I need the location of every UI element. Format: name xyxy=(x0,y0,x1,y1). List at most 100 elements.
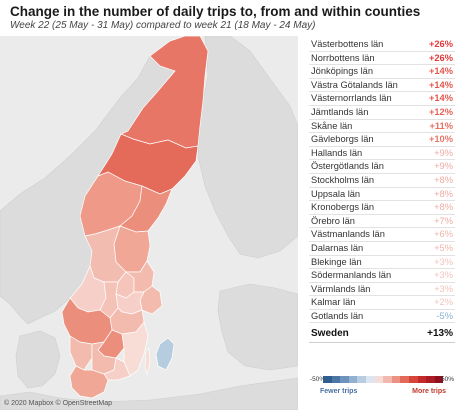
total-value: +13% xyxy=(427,328,453,340)
county-row[interactable]: Kalmar län +2% xyxy=(309,296,455,310)
county-name: Norrbottens län xyxy=(311,52,375,63)
legend-swatch xyxy=(391,376,401,383)
county-change-value: -5% xyxy=(436,310,453,321)
total-row: Sweden +13% xyxy=(309,324,455,344)
county-row[interactable]: Södermanlands län +3% xyxy=(309,269,455,283)
county-name: Uppsala län xyxy=(311,188,361,199)
county-name: Kalmar län xyxy=(311,297,356,308)
county-row[interactable]: Värmlands län +3% xyxy=(309,283,455,297)
legend-swatch xyxy=(357,376,366,383)
legend-min-label: -50% xyxy=(310,376,326,383)
county-change-value: +3% xyxy=(434,283,453,294)
county-row[interactable]: Gotlands län -5% xyxy=(309,310,455,324)
legend-color-scale xyxy=(323,376,444,383)
county-name: Dalarnas län xyxy=(311,242,364,253)
legend-swatch xyxy=(365,376,375,383)
county-name: Gävleborgs län xyxy=(311,134,374,145)
land-denmark xyxy=(15,330,61,389)
color-legend: -50% 50% Fewer trips More trips xyxy=(310,376,456,396)
county-name: Västernorrlands län xyxy=(311,93,392,104)
county-row[interactable]: Jämtlands län +12% xyxy=(309,106,455,120)
land-continent xyxy=(0,377,298,410)
page-title: Change in the number of daily trips to, … xyxy=(10,4,421,19)
county-row[interactable]: Västmanlands län +6% xyxy=(309,228,455,242)
county-row[interactable]: Kronobergs län +8% xyxy=(309,201,455,215)
county-name: Västerbottens län xyxy=(311,39,384,49)
legend-max-label: 50% xyxy=(440,376,454,383)
county-change-value: +11% xyxy=(429,120,453,131)
legend-swatch xyxy=(331,376,341,383)
county-name: Västra Götalands län xyxy=(311,79,398,90)
county-name: Kronobergs län xyxy=(311,202,375,213)
page-subtitle: Week 22 (25 May - 31 May) compared to we… xyxy=(10,20,316,31)
county-change-value: +26% xyxy=(428,39,453,49)
county-row[interactable]: Hallands län +9% xyxy=(309,147,455,161)
county-row[interactable]: Stockholms län +8% xyxy=(309,174,455,188)
county-row[interactable]: Dalarnas län +5% xyxy=(309,242,455,256)
sweden-map[interactable] xyxy=(0,36,298,410)
county-change-value: +8% xyxy=(434,188,453,199)
legend-swatch xyxy=(408,376,418,383)
county-name: Hallands län xyxy=(311,147,363,158)
county-change-value: +3% xyxy=(434,270,453,281)
county-name: Stockholms län xyxy=(311,174,375,185)
county-change-value: +26% xyxy=(428,52,453,63)
legend-more-label: More trips xyxy=(412,388,446,395)
county-name: Blekinge län xyxy=(311,256,362,267)
county-row[interactable]: Jönköpings län +14% xyxy=(309,65,455,79)
county-change-value: +8% xyxy=(434,202,453,213)
county-change-value: +3% xyxy=(434,256,453,267)
legend-swatch xyxy=(417,376,427,383)
county-row[interactable]: Blekinge län +3% xyxy=(309,256,455,270)
county-row[interactable]: Skåne län +11% xyxy=(309,120,455,134)
total-name: Sweden xyxy=(311,328,349,340)
legend-swatch xyxy=(340,376,349,383)
legend-swatch xyxy=(348,376,358,383)
county-name: Södermanlands län xyxy=(311,270,392,281)
map-credit: © 2020 Mapbox © OpenStreetMap xyxy=(4,400,112,407)
county-row[interactable]: Norrbottens län +26% xyxy=(309,52,455,66)
county-name: Östergötlands län xyxy=(311,161,384,172)
county-name: Örebro län xyxy=(311,215,355,226)
map-panel[interactable]: © 2020 Mapbox © OpenStreetMap xyxy=(0,36,298,410)
region-hallands-lan[interactable] xyxy=(69,335,93,371)
legend-swatch xyxy=(426,376,435,383)
legend-swatch xyxy=(323,376,332,383)
region-blekinge-lan[interactable] xyxy=(103,357,131,381)
county-change-value: +10% xyxy=(428,134,453,145)
region-skane-lan[interactable] xyxy=(69,365,109,399)
county-change-value: +9% xyxy=(434,147,453,158)
county-change-value: +14% xyxy=(428,93,453,104)
county-name: Värmlands län xyxy=(311,283,371,294)
county-change-value: +7% xyxy=(434,215,453,226)
county-change-value: +12% xyxy=(428,106,453,117)
island-oland xyxy=(144,347,151,376)
county-change-value: +14% xyxy=(428,66,453,77)
county-row[interactable]: Gävleborgs län +10% xyxy=(309,133,455,147)
county-list: Västerbottens län +26% Norrbottens län +26%… xyxy=(309,38,455,344)
county-change-value: +8% xyxy=(434,174,453,185)
legend-swatch xyxy=(374,376,384,383)
land-baltics xyxy=(217,283,298,371)
county-change-value: +5% xyxy=(434,242,453,253)
legend-swatch xyxy=(434,376,444,383)
county-row[interactable]: Västernorrlands län +14% xyxy=(309,92,455,106)
county-row[interactable]: Örebro län +7% xyxy=(309,215,455,229)
county-change-value: +14% xyxy=(428,79,453,90)
county-name: Skåne län xyxy=(311,120,353,131)
county-change-value: +9% xyxy=(434,161,453,172)
region-gotlands-lan[interactable] xyxy=(155,337,175,371)
land-finland xyxy=(197,36,298,259)
county-row[interactable]: Västerbottens län +26% xyxy=(309,38,455,52)
county-row[interactable]: Östergötlands län +9% xyxy=(309,160,455,174)
region-kalmar-lan[interactable] xyxy=(121,321,149,377)
county-name: Jönköpings län xyxy=(311,66,374,77)
county-name: Västmanlands län xyxy=(311,229,385,240)
county-change-value: +2% xyxy=(434,297,453,308)
county-change-value: +6% xyxy=(434,229,453,240)
legend-fewer-label: Fewer trips xyxy=(320,388,358,395)
county-name: Jämtlands län xyxy=(311,106,369,117)
county-row[interactable]: Västra Götalands län +14% xyxy=(309,79,455,93)
county-name: Gotlands län xyxy=(311,310,364,321)
county-row[interactable]: Uppsala län +8% xyxy=(309,188,455,202)
